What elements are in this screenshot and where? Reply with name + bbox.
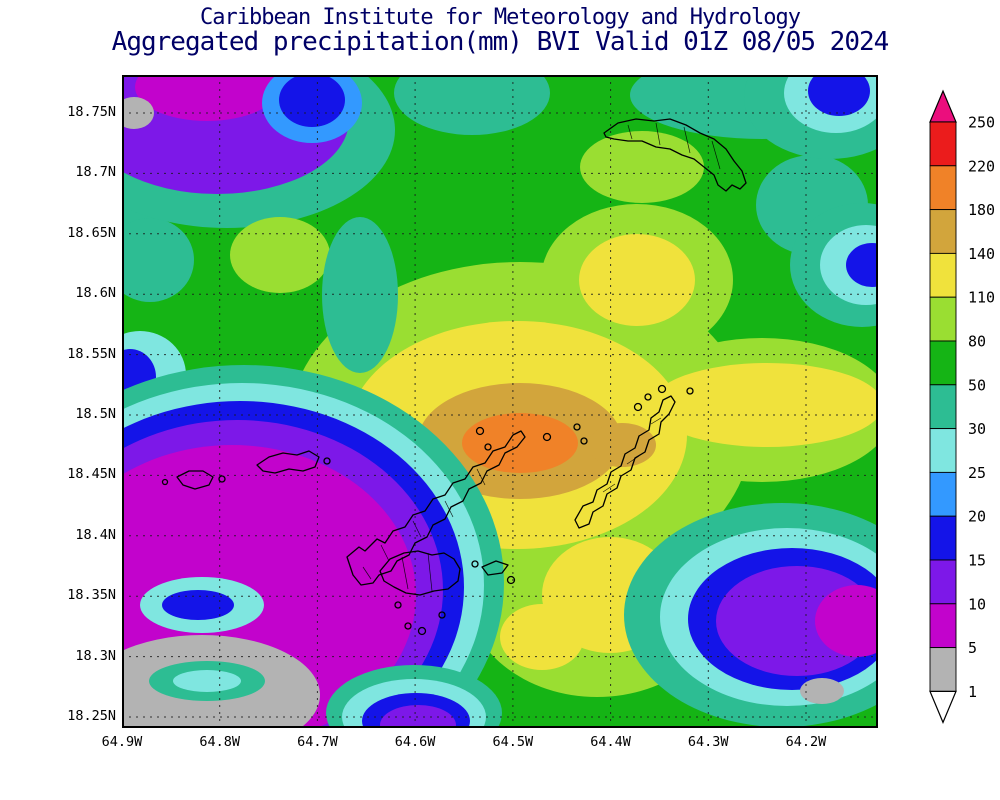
x-tick-label: 64.4W: [590, 734, 631, 750]
y-tick-label: 18.35N: [67, 587, 116, 604]
colorbar-tick-label: 80: [968, 333, 986, 351]
colorbar-segment-tan: [929, 209, 957, 254]
gridlines: [122, 75, 878, 728]
peter-island-outline: [481, 560, 509, 576]
colorbar-segment-purple: [929, 559, 957, 605]
precipitation-field-svg: [122, 75, 878, 728]
product-title: Aggregated precipitation(mm) BVI Valid 0…: [111, 27, 890, 57]
colorbar-segment-gray: [929, 647, 957, 692]
virgin-gorda-outline: [574, 395, 676, 529]
st-thomas-outline: [176, 470, 214, 490]
colorbar-segment-green: [929, 340, 957, 386]
institute-title: Caribbean Institute for Meteorology and …: [199, 5, 801, 30]
contour-field: [122, 75, 878, 728]
colorbar-tick-label: 220: [968, 157, 995, 175]
y-tick-label: 18.4N: [75, 526, 116, 543]
colorbar-segment-blue: [929, 515, 957, 561]
colorbar-tick-label: 20: [968, 508, 986, 526]
colorbar-segment-red: [929, 121, 957, 167]
colorbar-tick-label: 10: [968, 595, 986, 613]
colorbar-over-arrow: [929, 89, 957, 123]
colorbar-tick-label: 140: [968, 245, 995, 263]
colorbar-segment-orange: [929, 165, 957, 211]
tortola-outline: [346, 430, 526, 586]
colorbar-tick-label: 180: [968, 201, 995, 219]
colorbar-segment-cyan: [929, 428, 957, 473]
colorbar-tick-label: 5: [968, 639, 977, 657]
colorbar-tick-label: 110: [968, 289, 995, 307]
y-tick-label: 18.45N: [67, 466, 116, 483]
island-outlines: [161, 118, 747, 636]
y-tick-label: 18.7N: [75, 164, 116, 181]
x-tick-label: 64.3W: [687, 734, 729, 750]
y-tick-label: 18.6N: [75, 285, 116, 302]
colorbar-tick-label: 15: [968, 552, 986, 570]
y-tick-label: 18.75N: [67, 104, 116, 120]
colorbar-tick-label: 30: [968, 420, 986, 438]
colorbar-segment-ygreen: [929, 296, 957, 342]
x-tick-label: 64.6W: [394, 734, 436, 750]
island-parcel-texture: [362, 122, 721, 592]
x-tick-label: 64.7W: [297, 734, 338, 750]
map-border: [122, 75, 878, 728]
x-tick-label: 64.2W: [785, 734, 827, 750]
colorbar-tick-label: 25: [968, 464, 986, 482]
colorbar-segment-yellow: [929, 252, 957, 298]
y-tick-label: 18.5N: [75, 406, 116, 422]
colorbar-tick-label: 250: [968, 114, 995, 132]
st-john-outline: [379, 550, 461, 596]
colorbar-segment-teal: [929, 384, 957, 430]
small-cays: [161, 384, 694, 636]
colorbar-under-arrow: [929, 690, 957, 724]
y-tick-label: 18.55N: [67, 345, 116, 362]
colorbar: 250 220 180 140 110 80 50 30 25 20 15 10 5 1: [929, 89, 995, 724]
jost-van-dyke-outline: [256, 450, 320, 474]
y-tick-label: 18.25N: [67, 708, 116, 724]
colorbar-tick-label: 50: [968, 376, 986, 394]
x-tick-label: 64.8W: [199, 734, 241, 750]
y-tick-label: 18.3N: [75, 647, 116, 664]
anegada-outline: [603, 118, 747, 192]
y-tick-label: 18.65N: [67, 224, 116, 241]
colorbar-tick-label: 1: [968, 683, 977, 701]
colorbar-segment-lightblue: [929, 471, 957, 517]
x-tick-label: 64.9W: [101, 734, 143, 750]
x-tick-label: 64.5W: [492, 734, 534, 750]
map-plot-area: [122, 75, 878, 728]
colorbar-segment-magenta: [929, 603, 957, 649]
